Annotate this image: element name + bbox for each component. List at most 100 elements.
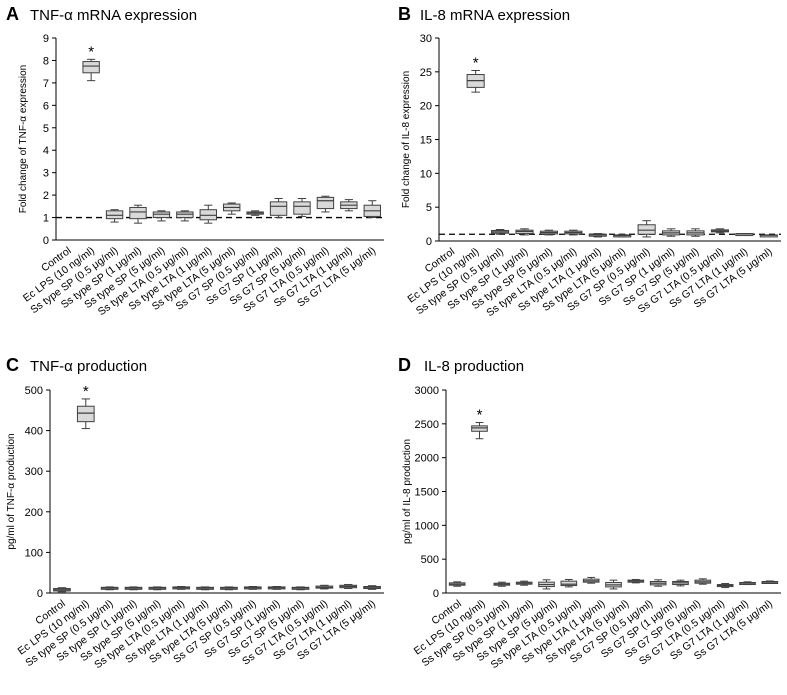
panel-c-y-tick-label: 400 bbox=[25, 426, 43, 438]
panel-d-box-12 bbox=[694, 578, 712, 585]
panel-c: C TNF-α production 0 100 200 300 400 500 pg/ml o… bbox=[6, 355, 384, 671]
panel-d-letter: D bbox=[398, 355, 411, 375]
panel-a-box-3 bbox=[105, 209, 124, 223]
panel-d-box-14 bbox=[739, 581, 756, 586]
panel-c-title: TNF-α production bbox=[30, 358, 147, 375]
panel-c-box-9 bbox=[243, 586, 262, 590]
panel-a-box-12 bbox=[316, 195, 335, 213]
panel-a-box-10 bbox=[269, 197, 288, 219]
panel-d-box-8 bbox=[605, 579, 622, 590]
panel-a-y-tick-label: 7 bbox=[43, 78, 49, 90]
panel-b-title: IL-8 mRNA expression bbox=[420, 7, 570, 24]
panel-a-box-8 bbox=[223, 202, 241, 215]
panel-d-y-tick-label: 500 bbox=[421, 554, 439, 566]
panel-b-box-3 bbox=[491, 228, 510, 235]
panel-a-box-4 bbox=[129, 204, 147, 224]
panel-a-y-tick-label: 0 bbox=[43, 235, 49, 247]
panel-c-y-tick-label: 200 bbox=[25, 507, 43, 519]
panel-a-y-tick-label: 1 bbox=[43, 213, 49, 225]
panel-c-box-4 bbox=[124, 586, 143, 591]
panel-b-box-13 bbox=[735, 233, 754, 237]
panel-b-box-14 bbox=[759, 234, 778, 238]
panel-d-box-13 bbox=[716, 583, 734, 589]
panel-a-y-tick-label: 8 bbox=[43, 55, 49, 67]
panel-c-box-13 bbox=[339, 583, 358, 590]
significance-marker: * bbox=[473, 54, 479, 71]
box-iqr bbox=[129, 206, 147, 220]
panel-b-box-12 bbox=[710, 228, 729, 234]
panel-a-letter: A bbox=[6, 4, 19, 24]
panel-d-box-7 bbox=[582, 576, 600, 584]
panel-d-box-10 bbox=[649, 579, 667, 587]
significance-marker: * bbox=[477, 406, 483, 423]
panel-a-box-9 bbox=[246, 210, 264, 216]
panel-d-y-tick-label: 1000 bbox=[415, 520, 439, 532]
panel-d-box-2: * bbox=[471, 406, 488, 440]
panel-a-y-axis-title: Fold change of TNF-α expression bbox=[18, 65, 29, 213]
panel-b-y-tick-label: 5 bbox=[426, 202, 432, 214]
box-iqr bbox=[471, 425, 488, 432]
panel-a-title: TNF-α mRNA expression bbox=[30, 7, 197, 24]
panel-a-y-tick-label: 4 bbox=[43, 145, 49, 157]
panel-d-box-15 bbox=[761, 580, 779, 584]
box-iqr bbox=[82, 61, 100, 74]
panel-c-y-tick-label: 0 bbox=[37, 588, 43, 600]
panel-b-box-10 bbox=[662, 228, 681, 237]
panel-b-box-5 bbox=[539, 229, 558, 236]
panel-c-box-2: * bbox=[76, 383, 95, 430]
panel-a-y-tick-label: 6 bbox=[43, 100, 49, 112]
panel-c-box-14 bbox=[363, 585, 381, 590]
panel-d-box-9 bbox=[627, 578, 645, 584]
panel-c-y-tick-label: 300 bbox=[25, 466, 43, 478]
panel-a-box-5 bbox=[152, 210, 171, 222]
panel-a-box-2: * bbox=[82, 43, 100, 82]
panel-b-box-2: * bbox=[466, 54, 485, 93]
panel-d-box-3 bbox=[493, 581, 511, 587]
panel-b-y-tick-label: 10 bbox=[420, 168, 432, 180]
panel-a-y-tick-label: 5 bbox=[43, 123, 49, 135]
panel-b: B IL-8 mRNA expression 0 5 10 15 20 25 30 Fold ch… bbox=[398, 4, 781, 319]
panel-c-letter: C bbox=[6, 355, 19, 375]
box-iqr bbox=[293, 201, 311, 215]
panel-c-box-6 bbox=[172, 586, 191, 590]
panel-d-box-6 bbox=[560, 578, 578, 588]
panel-b-y-tick-label: 15 bbox=[420, 135, 432, 147]
panel-c-box-1 bbox=[53, 587, 71, 593]
box-iqr bbox=[637, 224, 656, 235]
panel-d: D IL-8 production 0 500 1000 1500 2000 2500 3000… bbox=[398, 355, 781, 671]
panel-d-y-axis-title: pg/ml of IL-8 production bbox=[402, 439, 413, 544]
panel-c-box-12 bbox=[315, 584, 334, 590]
panel-a-y-tick-label: 3 bbox=[43, 168, 49, 180]
panel-b-box-6 bbox=[564, 229, 583, 236]
panel-d-y-tick-label: 0 bbox=[433, 588, 439, 600]
panel-c-box-8 bbox=[220, 586, 238, 591]
panel-d-y-tick-label: 2000 bbox=[415, 453, 439, 465]
panel-a-box-11 bbox=[293, 197, 311, 217]
panel-a-y-tick-label: 2 bbox=[43, 190, 49, 202]
box-iqr bbox=[76, 405, 95, 423]
panel-c-box-10 bbox=[267, 586, 286, 590]
panel-a-box-13 bbox=[340, 199, 358, 212]
panel-b-box-11 bbox=[686, 228, 705, 237]
panel-d-title: IL-8 production bbox=[424, 358, 524, 375]
panel-b-box-8 bbox=[613, 234, 632, 238]
panel-a-y-tick-label: 9 bbox=[43, 33, 49, 45]
panel-c-y-tick-label: 100 bbox=[25, 547, 43, 559]
panel-b-box-7 bbox=[588, 233, 607, 238]
panel-a-box-6 bbox=[176, 210, 194, 222]
panel-b-box-4 bbox=[515, 228, 534, 236]
panel-a-box-14 bbox=[363, 200, 381, 219]
significance-marker: * bbox=[83, 383, 89, 400]
panel-d-y-tick-label: 2500 bbox=[415, 419, 439, 431]
panel-b-y-tick-label: 20 bbox=[420, 101, 432, 113]
panel-d-box-5 bbox=[538, 579, 555, 590]
box-iqr bbox=[560, 580, 578, 587]
panel-a: A TNF-α mRNA expression 0 1 2 3 4 5 6 7 8 9 Fold cha… bbox=[6, 4, 384, 318]
panel-d-box-1 bbox=[448, 581, 466, 587]
panel-b-y-tick-label: 25 bbox=[420, 67, 432, 79]
panel-d-box-11 bbox=[672, 579, 689, 587]
panel-c-box-5 bbox=[148, 586, 167, 591]
panel-b-box-9 bbox=[637, 220, 656, 238]
